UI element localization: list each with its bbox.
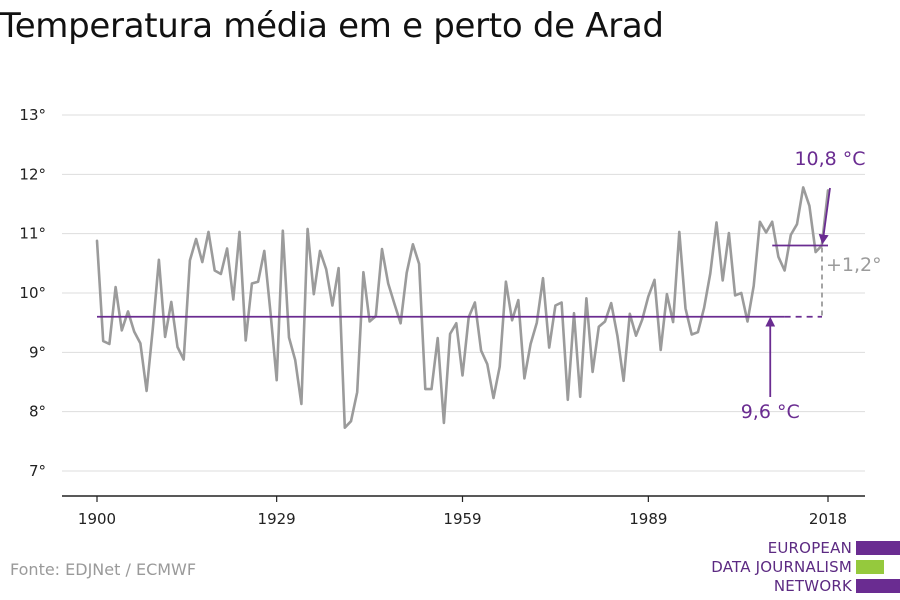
- y-tick-label-11: 11°: [19, 225, 46, 243]
- gridlines: [62, 114, 865, 472]
- y-axis-ticks: 7° 8° 9° 10° 11° 12° 13°: [19, 106, 46, 480]
- logo-bar-bottom: [856, 579, 900, 593]
- logo-line-data-journalism: DATA JOURNALISM: [711, 558, 852, 576]
- delta-label: +1,2°: [826, 254, 882, 276]
- x-tick-label-1989: 1989: [629, 510, 667, 528]
- baseline-average-label: 9,6 °C: [741, 401, 800, 423]
- series-group: [95, 186, 830, 430]
- page-title: Temperatura média em e perto de Arad: [0, 6, 664, 46]
- recent-average-label: 10,8 °C: [794, 148, 865, 170]
- arrow-recent: [818, 187, 831, 245]
- y-tick-label-7: 7°: [29, 462, 46, 480]
- x-axis: 1900 1929 1959 1989 2018: [62, 495, 865, 528]
- logo-bar-middle: [856, 560, 884, 574]
- edjnet-logo: EUROPEAN DATA JOURNALISM NETWORK: [700, 539, 900, 595]
- y-tick-label-13: 13°: [19, 106, 46, 124]
- x-tick-label-1929: 1929: [258, 510, 296, 528]
- x-tick-label-2018: 2018: [809, 510, 847, 528]
- y-tick-label-9: 9°: [29, 343, 46, 361]
- x-tick-label-1900: 1900: [78, 510, 116, 528]
- logo-line-network: NETWORK: [773, 577, 852, 595]
- y-tick-label-12: 12°: [19, 165, 46, 183]
- x-tick-label-1959: 1959: [443, 510, 481, 528]
- y-tick-label-10: 10°: [19, 284, 46, 302]
- logo-bar-top: [856, 541, 900, 555]
- source-note: Fonte: EDJNet / ECMWF: [10, 560, 197, 579]
- series-line-0: [95, 186, 830, 430]
- logo-line-european: EUROPEAN: [767, 539, 852, 557]
- y-tick-label-8: 8°: [29, 403, 46, 421]
- annotations: +1,2° 9,6 °C 10,8 °C: [741, 148, 882, 423]
- average-lines: [97, 244, 828, 318]
